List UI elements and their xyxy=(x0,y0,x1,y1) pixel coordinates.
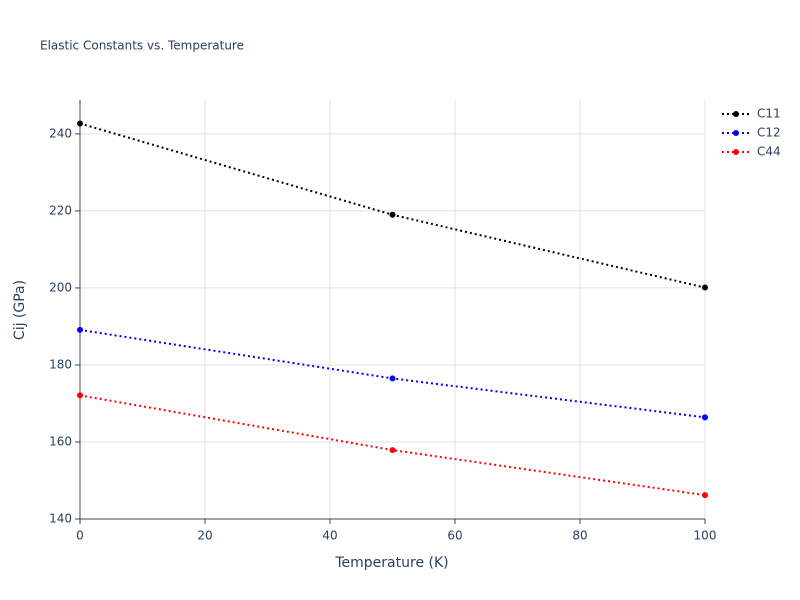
x-tick-label: 60 xyxy=(447,529,462,543)
point xyxy=(389,375,396,382)
x-tick-label: 20 xyxy=(197,529,212,543)
point xyxy=(702,284,708,291)
point xyxy=(702,414,708,421)
x-axis-label: Temperature (K) xyxy=(334,555,448,571)
x-tick-label: 100 xyxy=(694,529,717,543)
legend-label: C44 xyxy=(757,145,781,159)
x-tick-label: 80 xyxy=(572,529,587,543)
x-tick-label: 0 xyxy=(76,529,84,543)
series-line xyxy=(79,394,706,497)
x-tick-label: 40 xyxy=(322,529,337,543)
point xyxy=(389,211,396,218)
y-axis-label: Cij (GPa) xyxy=(12,280,28,340)
y-tick-label: 240 xyxy=(49,126,72,140)
legend-marker xyxy=(733,130,739,136)
y-tick-label: 140 xyxy=(49,512,72,526)
point xyxy=(77,120,83,127)
point xyxy=(77,392,83,399)
legend-label: C11 xyxy=(757,107,781,121)
y-tick-label: 220 xyxy=(49,203,72,217)
chart-title: Elastic Constants vs. Temperature xyxy=(40,39,244,53)
legend-label: C12 xyxy=(757,126,781,140)
series-line xyxy=(79,328,706,419)
point xyxy=(702,492,708,499)
y-tick-label: 160 xyxy=(49,434,72,448)
y-tick-label: 200 xyxy=(49,280,72,294)
legend-marker xyxy=(733,111,739,117)
y-tick-label: 180 xyxy=(49,357,72,371)
point xyxy=(389,447,396,454)
point xyxy=(77,326,83,333)
series-line xyxy=(79,122,706,289)
legend-marker xyxy=(733,149,739,155)
